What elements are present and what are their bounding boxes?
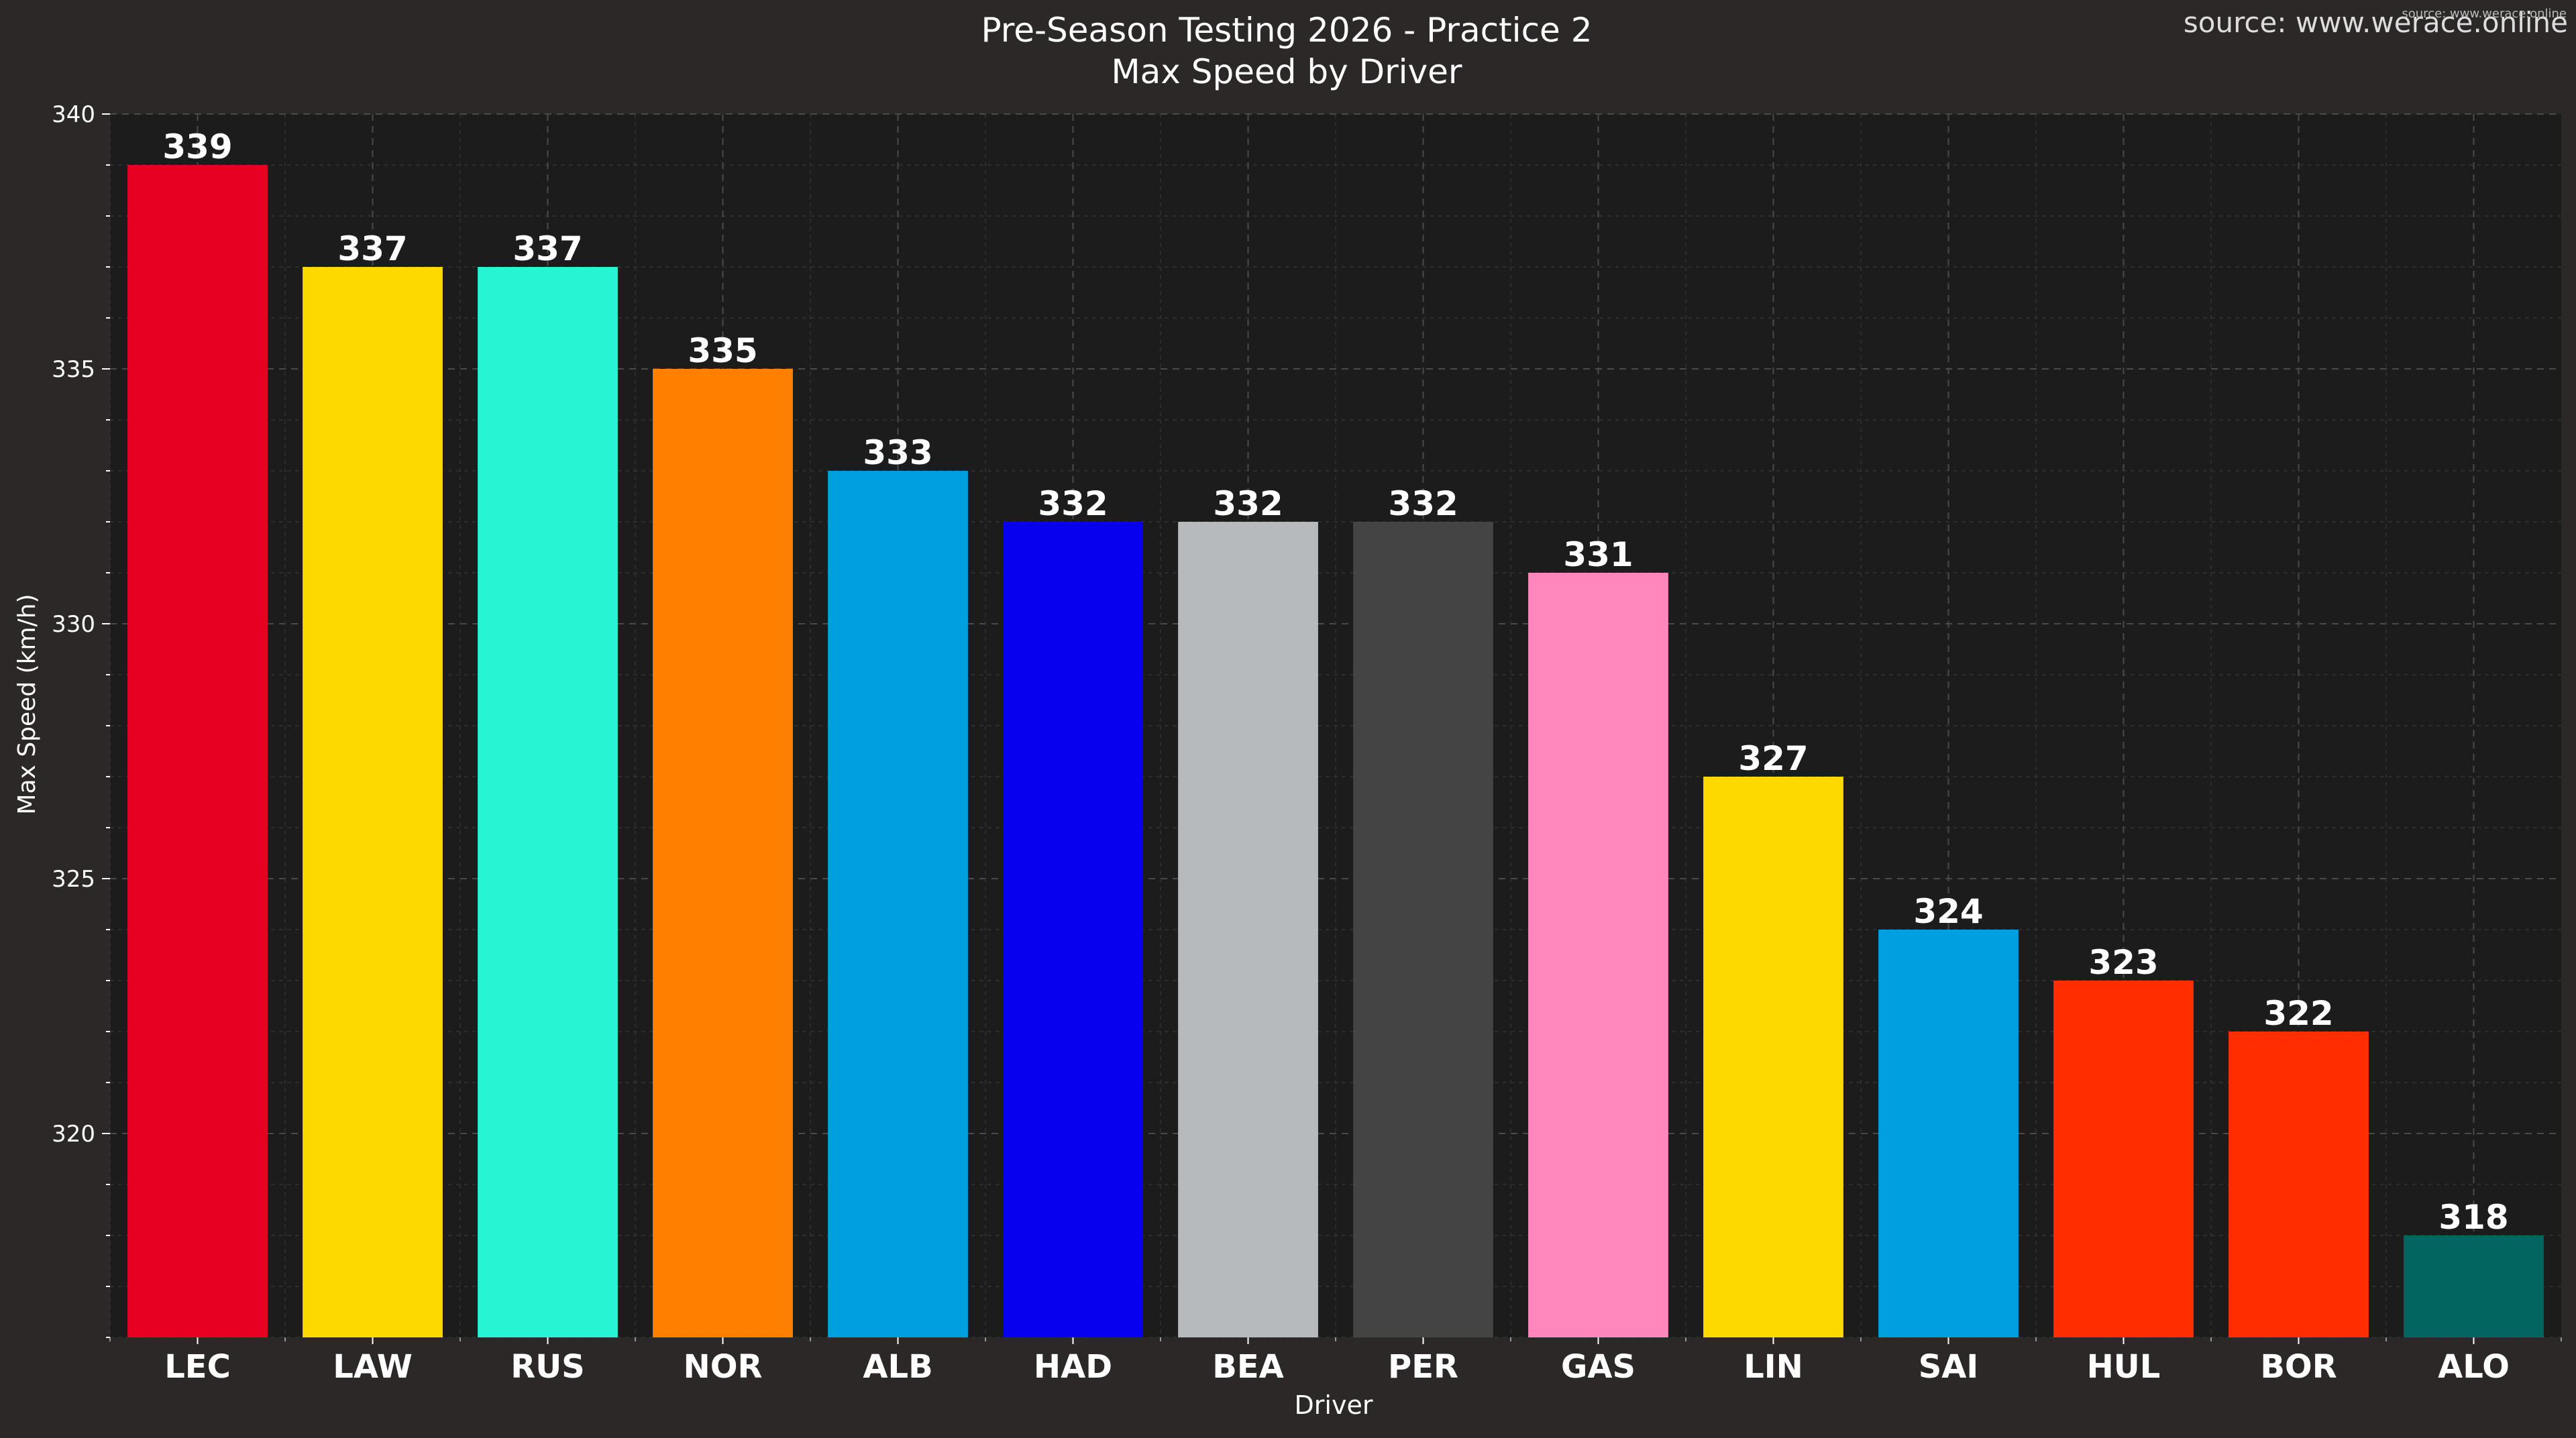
x-tick-label-lin: LIN bbox=[1743, 1348, 1803, 1386]
y-tick-label: 325 bbox=[52, 866, 95, 893]
chart-title: Pre-Season Testing 2026 - Practice 2 bbox=[981, 11, 1592, 50]
bar-law bbox=[303, 267, 443, 1337]
bar-had bbox=[1003, 522, 1143, 1337]
y-axis-label: Max Speed (km/h) bbox=[13, 594, 41, 814]
bar-sai bbox=[1878, 930, 2019, 1337]
x-tick-label-gas: GAS bbox=[1561, 1348, 1635, 1386]
data-label-per: 332 bbox=[1388, 484, 1458, 523]
data-label-bea: 332 bbox=[1213, 484, 1283, 523]
data-label-alo: 318 bbox=[2438, 1198, 2508, 1237]
x-tick-label-bea: BEA bbox=[1212, 1348, 1284, 1386]
x-tick-label-nor: NOR bbox=[684, 1348, 763, 1386]
bar-gas bbox=[1528, 573, 1668, 1337]
data-labels-layer: 339 337 337 335 333 332 332 332 331 327 324 323 322 3… bbox=[162, 127, 2508, 1237]
bar-bea bbox=[1178, 522, 1318, 1337]
bar-hul bbox=[2053, 981, 2194, 1337]
x-tick-label-alo: ALO bbox=[2438, 1348, 2510, 1386]
data-label-rus: 337 bbox=[513, 229, 582, 268]
bar-rus bbox=[478, 267, 618, 1337]
bar-lec bbox=[127, 165, 268, 1337]
source-watermark: source: www.werace.online bbox=[2402, 7, 2567, 21]
bar-lin bbox=[1703, 777, 1843, 1337]
data-label-nor: 335 bbox=[688, 331, 757, 370]
bar-nor bbox=[653, 369, 793, 1337]
x-axis: LEC LAW RUS NOR ALB HAD BEA PER GAS LIN SAI HUL BOR A… bbox=[109, 1337, 2562, 1386]
data-label-alb: 333 bbox=[863, 433, 932, 472]
x-tick-label-lec: LEC bbox=[164, 1348, 231, 1386]
bar-per bbox=[1353, 522, 1493, 1337]
bar-bor bbox=[2229, 1032, 2369, 1337]
y-axis: 320 325 330 335 340 bbox=[52, 101, 110, 1338]
data-label-had: 332 bbox=[1038, 484, 1108, 523]
x-axis-label: Driver bbox=[1295, 1390, 1373, 1420]
data-label-gas: 331 bbox=[1563, 535, 1633, 574]
x-tick-label-alb: ALB bbox=[863, 1348, 932, 1386]
bar-alo bbox=[2404, 1235, 2544, 1337]
y-tick-label: 320 bbox=[52, 1121, 95, 1148]
y-tick-label: 340 bbox=[52, 101, 95, 128]
chart-subtitle: Max Speed by Driver bbox=[1112, 52, 1462, 91]
data-label-lec: 339 bbox=[162, 127, 232, 166]
data-label-lin: 327 bbox=[1738, 739, 1808, 778]
y-tick-label: 330 bbox=[52, 611, 95, 638]
data-label-law: 337 bbox=[337, 229, 407, 268]
data-label-hul: 323 bbox=[2088, 943, 2158, 982]
x-tick-label-hul: HUL bbox=[2087, 1348, 2161, 1386]
y-tick-label: 335 bbox=[52, 356, 95, 383]
x-tick-label-per: PER bbox=[1388, 1348, 1458, 1386]
x-tick-label-rus: RUS bbox=[511, 1348, 585, 1386]
x-tick-label-law: LAW bbox=[333, 1348, 413, 1386]
x-tick-label-bor: BOR bbox=[2260, 1348, 2337, 1386]
x-tick-label-had: HAD bbox=[1034, 1348, 1112, 1386]
data-label-sai: 324 bbox=[1913, 892, 1983, 931]
source-label: source: www.werace.online bbox=[2184, 6, 2568, 39]
bars-layer bbox=[127, 165, 2544, 1337]
bar-alb bbox=[828, 471, 968, 1337]
x-tick-label-sai: SAI bbox=[1919, 1348, 1979, 1386]
data-label-bor: 322 bbox=[2263, 994, 2333, 1033]
